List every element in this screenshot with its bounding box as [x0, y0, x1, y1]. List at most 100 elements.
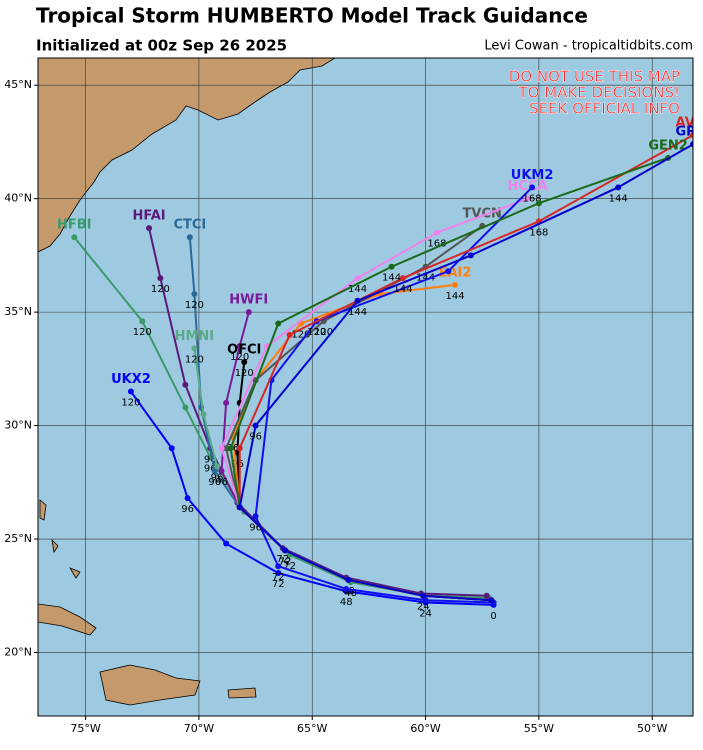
track-point — [168, 445, 175, 452]
model-name: HWFI — [229, 293, 268, 308]
model-name: CTCI — [173, 218, 206, 233]
track-point — [354, 275, 361, 282]
hour-label: 168 — [427, 239, 446, 250]
track-point — [182, 404, 189, 411]
track-point — [214, 463, 221, 470]
y-tick-label: 35°N — [4, 305, 32, 318]
hour-label: 48 — [342, 586, 355, 597]
hour-label: 72 — [283, 561, 296, 572]
track-point — [445, 268, 452, 275]
hour-label: 120 — [185, 354, 204, 365]
track-point — [236, 343, 243, 350]
track-point — [223, 540, 230, 547]
hour-label: 72 — [272, 579, 285, 590]
track-point — [343, 585, 350, 592]
track-point — [529, 184, 536, 191]
model-name: OFCI — [227, 343, 261, 358]
hour-label: 96 — [249, 522, 262, 533]
track-point — [275, 320, 282, 327]
track-point — [200, 411, 207, 418]
title: Tropical Storm HUMBERTO Model Track Guid… — [36, 4, 588, 28]
track-point — [241, 359, 248, 366]
track-point — [354, 297, 361, 304]
hour-label: 168 — [529, 227, 548, 238]
hour-label: 120 — [133, 327, 152, 338]
subtitle: Initialized at 00z Sep 26 2025 — [36, 37, 287, 55]
y-tick-label: 30°N — [4, 419, 32, 432]
hour-label: 72 — [276, 554, 289, 565]
track-point — [157, 275, 164, 282]
track-line — [130, 390, 494, 606]
hour-label: 96 — [231, 459, 244, 470]
hour-label: 48 — [340, 597, 353, 608]
track-point — [191, 345, 198, 352]
track-point — [275, 563, 282, 570]
hour-label: 120 — [235, 368, 254, 379]
hour-label: 96 — [249, 432, 262, 443]
track-point — [184, 495, 191, 502]
hour-label: 120 — [121, 398, 140, 409]
x-tick-label: 60°W — [410, 722, 440, 735]
tracks: 0 24 48 72 96 120 UKX2 48 72 96 120 HFBI 72 96 120 HFAI… — [38, 58, 703, 716]
y-tick-label: 45°N — [4, 78, 32, 91]
hour-label: 120 — [230, 352, 249, 363]
hour-label: 144 — [393, 284, 412, 295]
hour-label: 120 — [291, 329, 310, 340]
model-name: UKM2 — [511, 168, 554, 183]
hour-label: 96 — [215, 477, 228, 488]
track-point — [488, 597, 495, 604]
track-point — [345, 576, 352, 583]
track-point — [483, 592, 490, 599]
track-point — [218, 467, 225, 474]
hour-label: 24 — [417, 602, 430, 613]
model-name: UKX2 — [111, 372, 151, 387]
hour-label: 72 — [272, 572, 285, 583]
track-point — [182, 381, 189, 388]
hour-label: 144 — [382, 273, 401, 284]
track-point — [71, 234, 78, 241]
hour-label: 72 — [279, 556, 292, 567]
hour-label: 96 — [211, 472, 224, 483]
model-name: TVCN — [463, 206, 502, 221]
track-line — [238, 143, 693, 602]
track-point — [690, 132, 693, 139]
track-point — [615, 184, 622, 191]
track-point — [420, 592, 427, 599]
hour-label: 144 — [416, 273, 435, 284]
track-point — [191, 290, 198, 297]
track-point — [690, 141, 693, 148]
track-point — [467, 252, 474, 259]
hour-label: 0 — [490, 611, 496, 622]
model-name: HCCA — [508, 179, 548, 194]
track-point — [252, 422, 259, 429]
track-point — [433, 229, 440, 236]
x-tick-label: 75°W — [70, 722, 100, 735]
track-point — [146, 225, 153, 232]
x-tick-label: 65°W — [297, 722, 327, 735]
track-point — [282, 547, 289, 554]
track-point — [452, 281, 459, 288]
track-point — [524, 195, 531, 202]
track-point — [127, 388, 134, 395]
credit: Levi Cowan - tropicaltidbits.com — [484, 39, 693, 54]
warning-line: SEEK OFFICIAL INFO — [529, 100, 680, 118]
hour-label: 120 — [314, 327, 333, 338]
track-point — [535, 200, 542, 207]
track-point — [223, 445, 230, 452]
y-tick-label: 40°N — [4, 192, 32, 205]
model-name: HFBI — [57, 218, 92, 233]
map-frame — [37, 57, 694, 717]
hour-label: 120 — [307, 327, 326, 338]
track-point — [236, 504, 243, 511]
land — [38, 58, 336, 706]
warning-line: DO NOT USE THIS MAP — [509, 68, 680, 86]
track-point — [139, 318, 146, 325]
model-name: GRPI — [675, 125, 703, 140]
y-tick-label: 25°N — [4, 532, 32, 545]
hour-label: 72 — [279, 556, 292, 567]
model-name: GEN2 — [648, 138, 687, 153]
x-tick-label: 70°W — [184, 722, 214, 735]
track-point — [399, 275, 406, 282]
